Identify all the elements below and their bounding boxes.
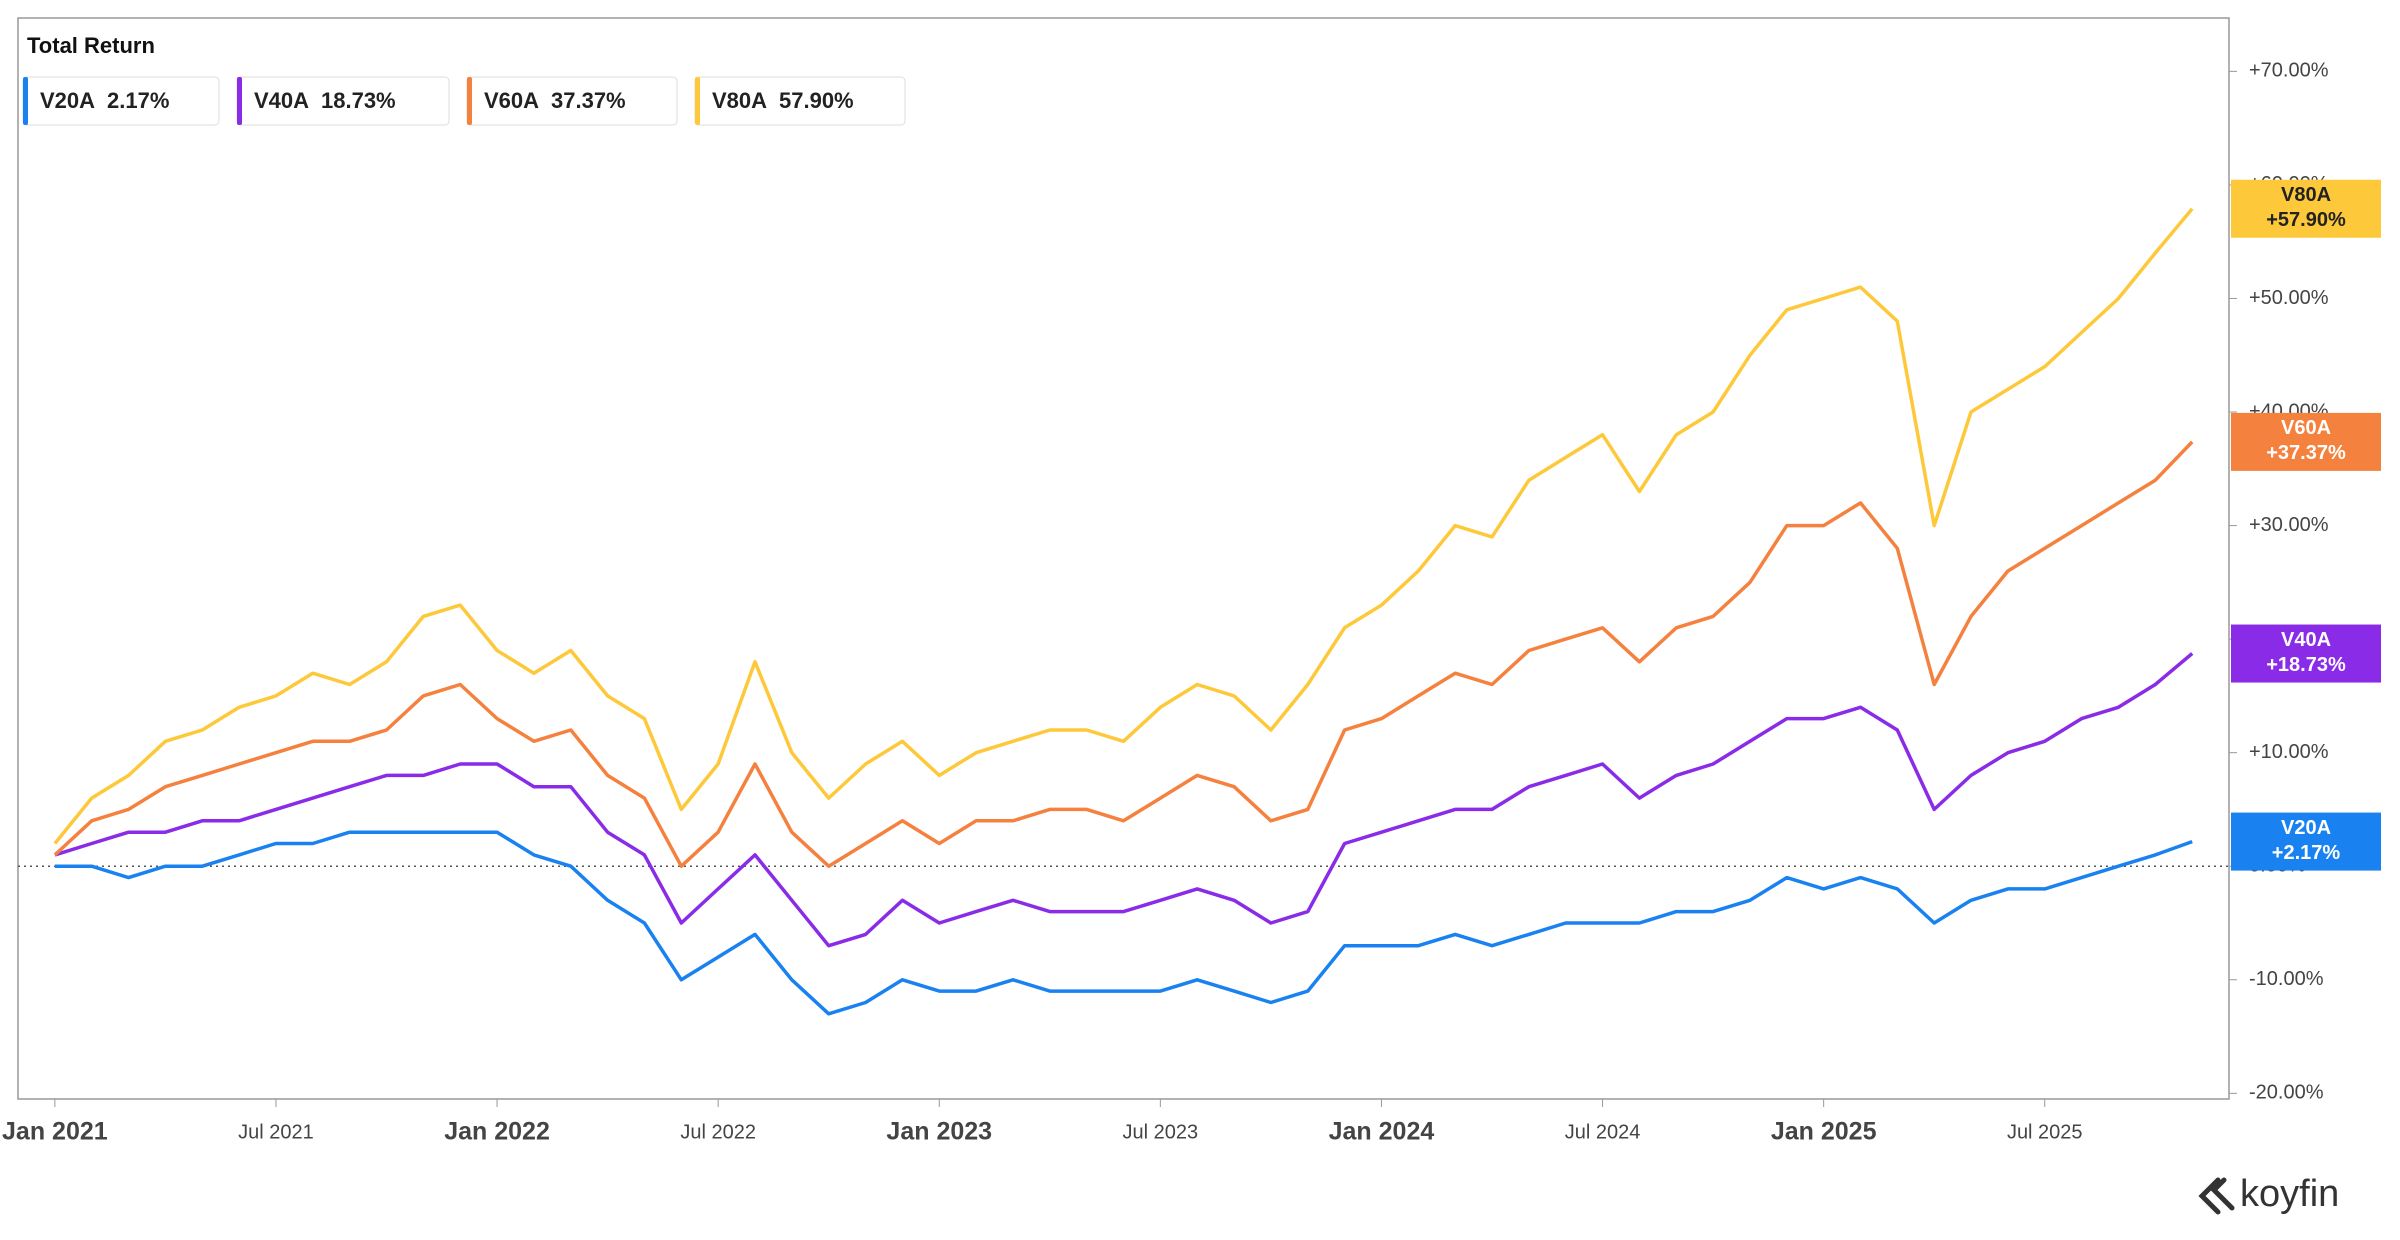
legend-name: V40A <box>254 88 309 113</box>
y-tick-label: -20.00% <box>2249 1082 2324 1104</box>
end-badge-box <box>2231 412 2381 471</box>
y-tick-label: +10.00% <box>2249 741 2329 763</box>
legend-swatch <box>237 77 242 125</box>
legend-name: V20A <box>40 88 95 113</box>
legend-name: V80A <box>712 88 767 113</box>
end-badge-value: +2.17% <box>2272 842 2341 864</box>
x-tick-label: Jan 2024 <box>1329 1118 1435 1146</box>
series-line <box>54 652 2194 948</box>
legend-value: 2.17% <box>107 88 169 113</box>
end-badge-name: V60A <box>2281 417 2331 439</box>
end-badge-name: V40A <box>2281 629 2331 651</box>
series-line <box>53 207 2194 845</box>
x-tick-label: Jan 2021 <box>2 1118 108 1146</box>
legend-value: 57.90% <box>779 88 854 113</box>
end-badge-name: V80A <box>2281 184 2331 206</box>
logo-icon <box>2198 1177 2235 1215</box>
x-tick-label: Jan 2023 <box>886 1118 992 1146</box>
end-badge-value: +18.73% <box>2266 654 2346 676</box>
end-badge: V40A +18.73% <box>2231 624 2381 683</box>
chart-title: Total Return <box>27 33 155 58</box>
plot-frame <box>17 17 2230 1100</box>
legend-item: V80A 57.90% <box>694 76 906 126</box>
x-tick-label: Jan 2025 <box>1771 1118 1877 1146</box>
end-badge-box <box>2231 812 2381 871</box>
end-badge-value: +57.90% <box>2266 209 2346 231</box>
legend-swatch <box>695 77 700 125</box>
end-badge: V20A +2.17% <box>2231 812 2381 871</box>
series-line <box>53 440 2194 868</box>
end-badge-value: +37.37% <box>2266 442 2346 464</box>
x-tick-label: Jul 2025 <box>2007 1121 2083 1143</box>
end-badge: V80A +57.90% <box>2231 179 2381 238</box>
legend-item: V20A 2.17% <box>22 76 220 126</box>
y-tick-label: +70.00% <box>2249 60 2329 82</box>
y-tick-label: +30.00% <box>2249 514 2329 536</box>
legend-item: V60A 37.37% <box>466 76 678 126</box>
end-badge: V60A +37.37% <box>2231 412 2381 471</box>
x-tick-label: Jul 2024 <box>1565 1121 1641 1143</box>
brand-logo: koyfin <box>2198 1173 2339 1215</box>
x-tick-label: Jan 2022 <box>444 1118 550 1146</box>
legend-value: 37.37% <box>551 88 626 113</box>
legend-swatch <box>467 77 472 125</box>
y-tick-label: +50.00% <box>2249 287 2329 309</box>
legend-swatch <box>23 77 28 125</box>
end-badge-box <box>2231 179 2381 238</box>
legend-item: V40A 18.73% <box>236 76 450 126</box>
legend-value: 18.73% <box>321 88 396 113</box>
legend-name: V60A <box>484 88 539 113</box>
y-tick-label: -10.00% <box>2249 968 2324 990</box>
end-badge-name: V20A <box>2281 817 2331 839</box>
x-tick-label: Jul 2022 <box>680 1121 756 1143</box>
series-line <box>54 830 2193 1016</box>
x-tick-label: Jul 2023 <box>1123 1121 1199 1143</box>
brand-name: koyfin <box>2240 1173 2339 1215</box>
x-tick-label: Jul 2021 <box>238 1121 314 1143</box>
end-badge-box <box>2231 624 2381 683</box>
